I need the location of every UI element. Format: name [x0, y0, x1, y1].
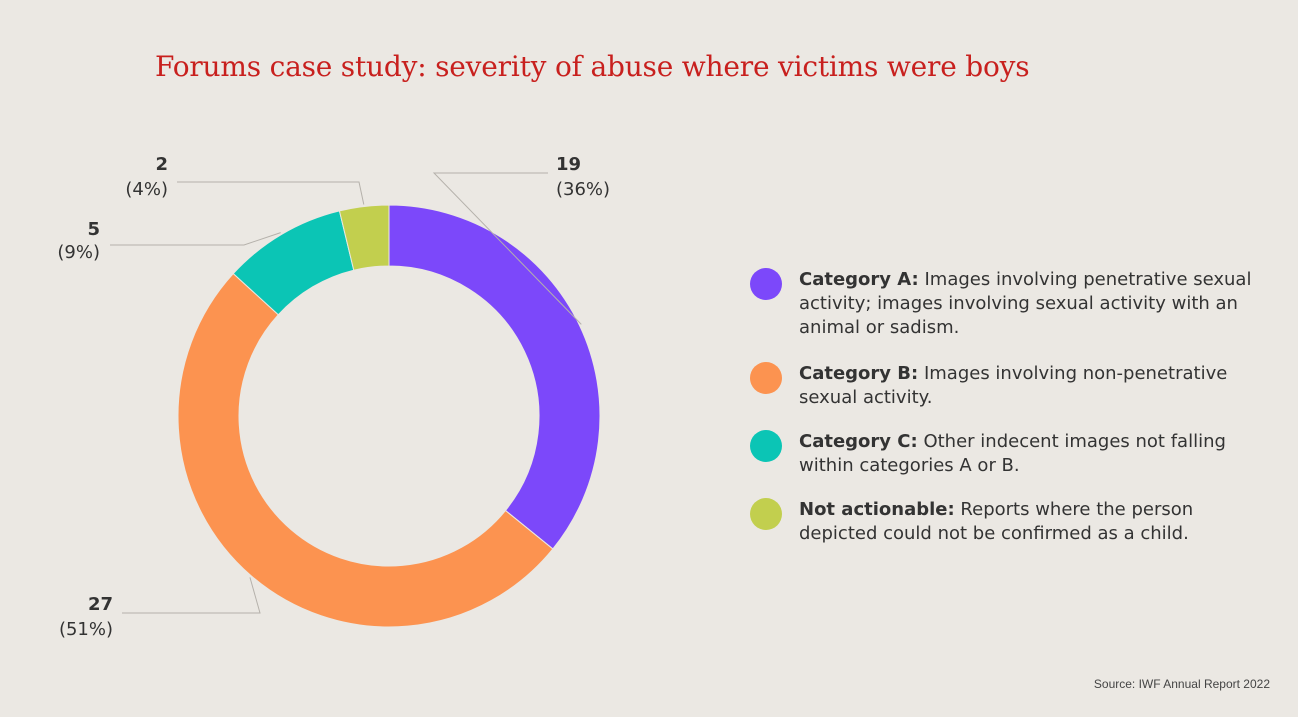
legend-swatch-category-a: [750, 268, 782, 300]
legend-description: Images involving non-penetrative sexual …: [799, 363, 1228, 408]
percent-label-category-a: (36%): [556, 179, 610, 200]
chart-title: Forums case study: severity of abuse whe…: [155, 50, 1030, 83]
legend: Category A: Images involving penetrative…: [750, 268, 1270, 568]
legend-category-label: Category B:: [799, 363, 919, 384]
value-label-category-b: 27: [88, 594, 113, 615]
labels-layer: 19 (36%) 27 (51%) 5(9%) 2 (4%): [57, 154, 610, 640]
legend-item-category-c: Category C: Other indecent images not fa…: [750, 430, 1270, 478]
legend-category-label: Category C:: [799, 431, 918, 452]
legend-category-label: Category A:: [799, 269, 919, 290]
percent-label-category-c: (9%): [57, 242, 100, 263]
legend-category-label: Not actionable:: [799, 499, 955, 520]
slice-not-actionable: [338, 204, 390, 271]
leader-line-category-c: [110, 232, 281, 246]
leader-line-category-a: [432, 172, 582, 325]
legend-description: Images involving penetrative sexual acti…: [799, 269, 1252, 338]
legend-item-category-b: Category B: Images involving non-penetra…: [750, 362, 1270, 410]
legend-swatch-category-b: [750, 362, 782, 394]
legend-swatch-not-actionable: [750, 498, 782, 530]
source-note: Source: IWF Annual Report 2022: [1093, 677, 1270, 691]
legend-description: Other indecent images not falling within…: [799, 431, 1226, 476]
slice-category-a: [388, 204, 601, 550]
slice-category-b: [177, 272, 554, 628]
leader-line-category-b: [122, 577, 261, 614]
value-label-category-a: 19: [556, 154, 581, 175]
legend-description: Reports where the person depicted could …: [799, 499, 1194, 544]
legend-item-category-a: Category A: Images involving penetrative…: [750, 268, 1270, 340]
value-label-not-actionable: 2: [155, 154, 168, 175]
legend-item-not-actionable: Not actionable: Reports where the person…: [750, 498, 1270, 546]
percent-label-not-actionable: (4%): [125, 179, 168, 200]
legend-swatch-category-c: [750, 430, 782, 462]
value-label-category-c: 5: [87, 219, 100, 240]
slices-layer: [177, 204, 601, 628]
leader-line-not-actionable: [177, 181, 365, 205]
percent-label-category-b: (51%): [59, 619, 113, 640]
